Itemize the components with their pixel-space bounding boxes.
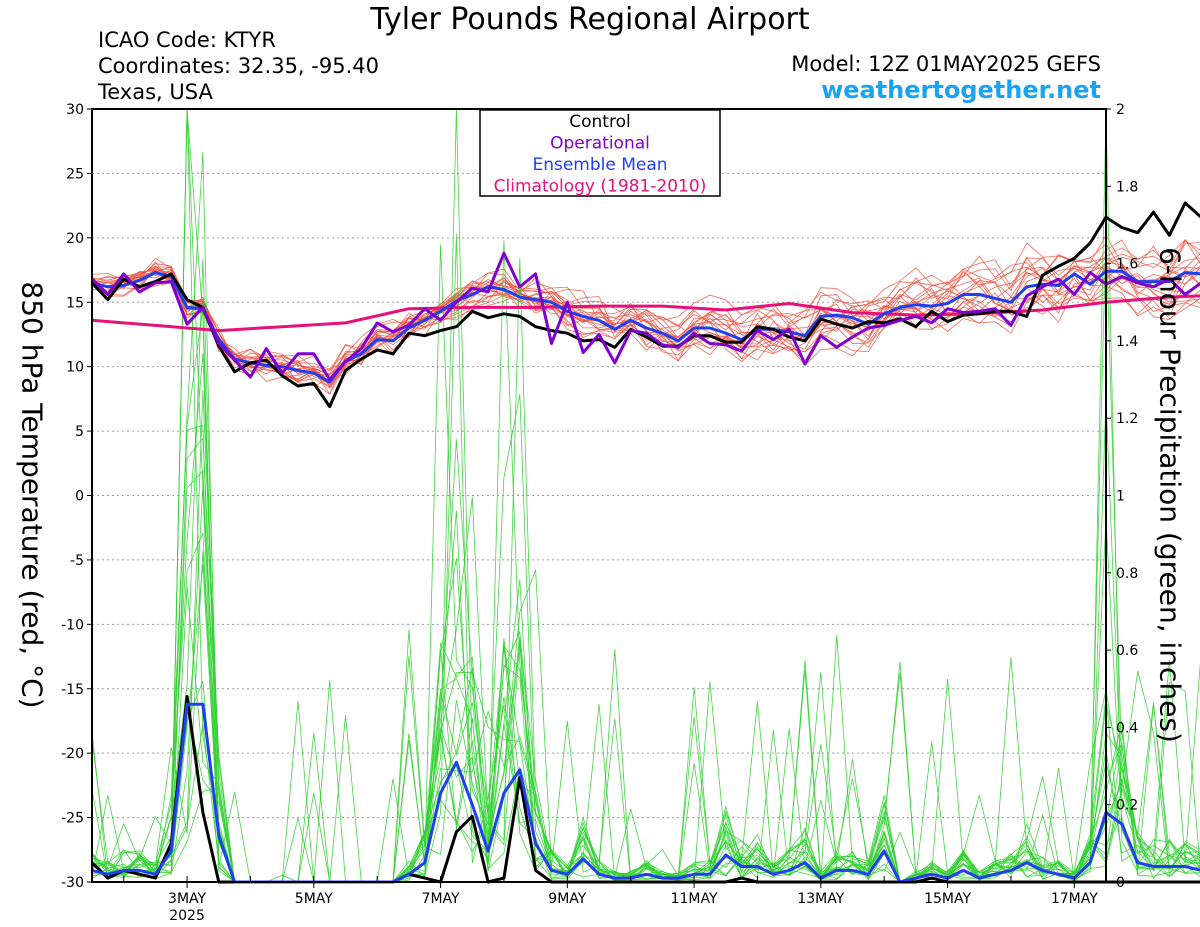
temp-member-line bbox=[91, 239, 1200, 384]
y-left-tick-label: 20 bbox=[66, 231, 84, 247]
x-tick-label: 5MAY bbox=[295, 891, 333, 907]
series-climatology-1981-2010 bbox=[91, 294, 1200, 333]
ensemble-members-temp bbox=[91, 234, 1200, 395]
y-right-tick-label: 1.4 bbox=[1116, 334, 1138, 350]
legend bbox=[479, 109, 721, 197]
y-left-tick-label: -20 bbox=[61, 746, 84, 762]
model-run: Model: 12Z 01MAY2025 GEFS bbox=[791, 52, 1101, 76]
y-left-tick-label: -25 bbox=[61, 811, 84, 827]
y-right-tick-label: 0.6 bbox=[1116, 643, 1138, 659]
series-operational bbox=[90, 251, 1200, 381]
y-right-tick-label: 1.6 bbox=[1116, 257, 1138, 273]
x-tick-label: 13MAY bbox=[797, 891, 844, 907]
legend-entry: Control bbox=[569, 112, 630, 132]
coordinates: Coordinates: 32.35, -95.40 bbox=[98, 54, 379, 78]
y-right-tick-label: 0.2 bbox=[1116, 798, 1138, 814]
y-left-axis-label: 850 hPa Temperature (red, °C) bbox=[15, 281, 49, 709]
y-right-tick-label: 1 bbox=[1116, 489, 1125, 505]
x-tick-label: 7MAY bbox=[422, 891, 460, 907]
legend-box bbox=[479, 109, 721, 197]
y-right-axis-label: 6-hour Precipitation (green, inches) bbox=[1153, 247, 1187, 743]
precip-member-line bbox=[91, 397, 1200, 883]
location: Texas, USA bbox=[98, 80, 213, 104]
y-right-tick-label: 1.2 bbox=[1116, 411, 1138, 427]
site-name: weathertogether.net bbox=[821, 76, 1101, 104]
y-right-tick-label: 2 bbox=[1116, 102, 1125, 118]
y-right-tick-label: 1.8 bbox=[1116, 179, 1138, 195]
precip-member-line bbox=[91, 258, 1200, 883]
y-left-tick-label: 10 bbox=[66, 360, 84, 376]
legend-entry: Climatology (1981-2010) bbox=[494, 177, 707, 197]
page-title: Tyler Pounds Regional Airport bbox=[370, 2, 810, 37]
y-left-tick-label: 30 bbox=[66, 102, 84, 118]
legend-entry: Ensemble Mean bbox=[532, 155, 667, 175]
x-tick-label: 15MAY bbox=[924, 891, 971, 907]
precip-member-line bbox=[91, 424, 1200, 883]
precip-member-line bbox=[91, 152, 1200, 883]
x-tick-label: 3MAY bbox=[168, 891, 206, 907]
x-tick-label: 17MAY bbox=[1051, 891, 1098, 907]
legend-entry: Operational bbox=[550, 134, 650, 154]
precip-member-line bbox=[91, 629, 1200, 883]
y-right-tick-label: 0.4 bbox=[1116, 720, 1138, 736]
precip-member-line bbox=[91, 259, 1200, 883]
y-right-tick-label: 0 bbox=[1116, 875, 1125, 891]
precip-member-line bbox=[91, 353, 1200, 883]
y-left-tick-label: -15 bbox=[61, 682, 84, 698]
y-left-tick-label: 0 bbox=[75, 489, 84, 505]
y-left-tick-label: -5 bbox=[70, 553, 84, 569]
x-tick-label: 9MAY bbox=[548, 891, 586, 907]
y-left-tick-label: 5 bbox=[75, 424, 84, 440]
precip-member-line bbox=[91, 394, 1200, 883]
precip-member-line bbox=[91, 307, 1200, 883]
y-left-tick-label: -10 bbox=[61, 617, 84, 633]
y-right-tick-label: 0.8 bbox=[1116, 566, 1138, 582]
y-left-tick-label: 25 bbox=[66, 166, 84, 182]
y-left-tick-label: -30 bbox=[61, 875, 84, 891]
temp-member-line bbox=[91, 241, 1200, 376]
precip-member-line bbox=[91, 111, 1200, 883]
y-left-tick-label: 15 bbox=[66, 295, 84, 311]
x-tick-sublabel: 2025 bbox=[169, 908, 205, 924]
series-ensemble-mean-precip bbox=[91, 702, 1200, 884]
x-tick-label: 11MAY bbox=[671, 891, 718, 907]
icao-code: ICAO Code: KTYR bbox=[98, 28, 276, 52]
temp-member-line bbox=[91, 234, 1200, 383]
